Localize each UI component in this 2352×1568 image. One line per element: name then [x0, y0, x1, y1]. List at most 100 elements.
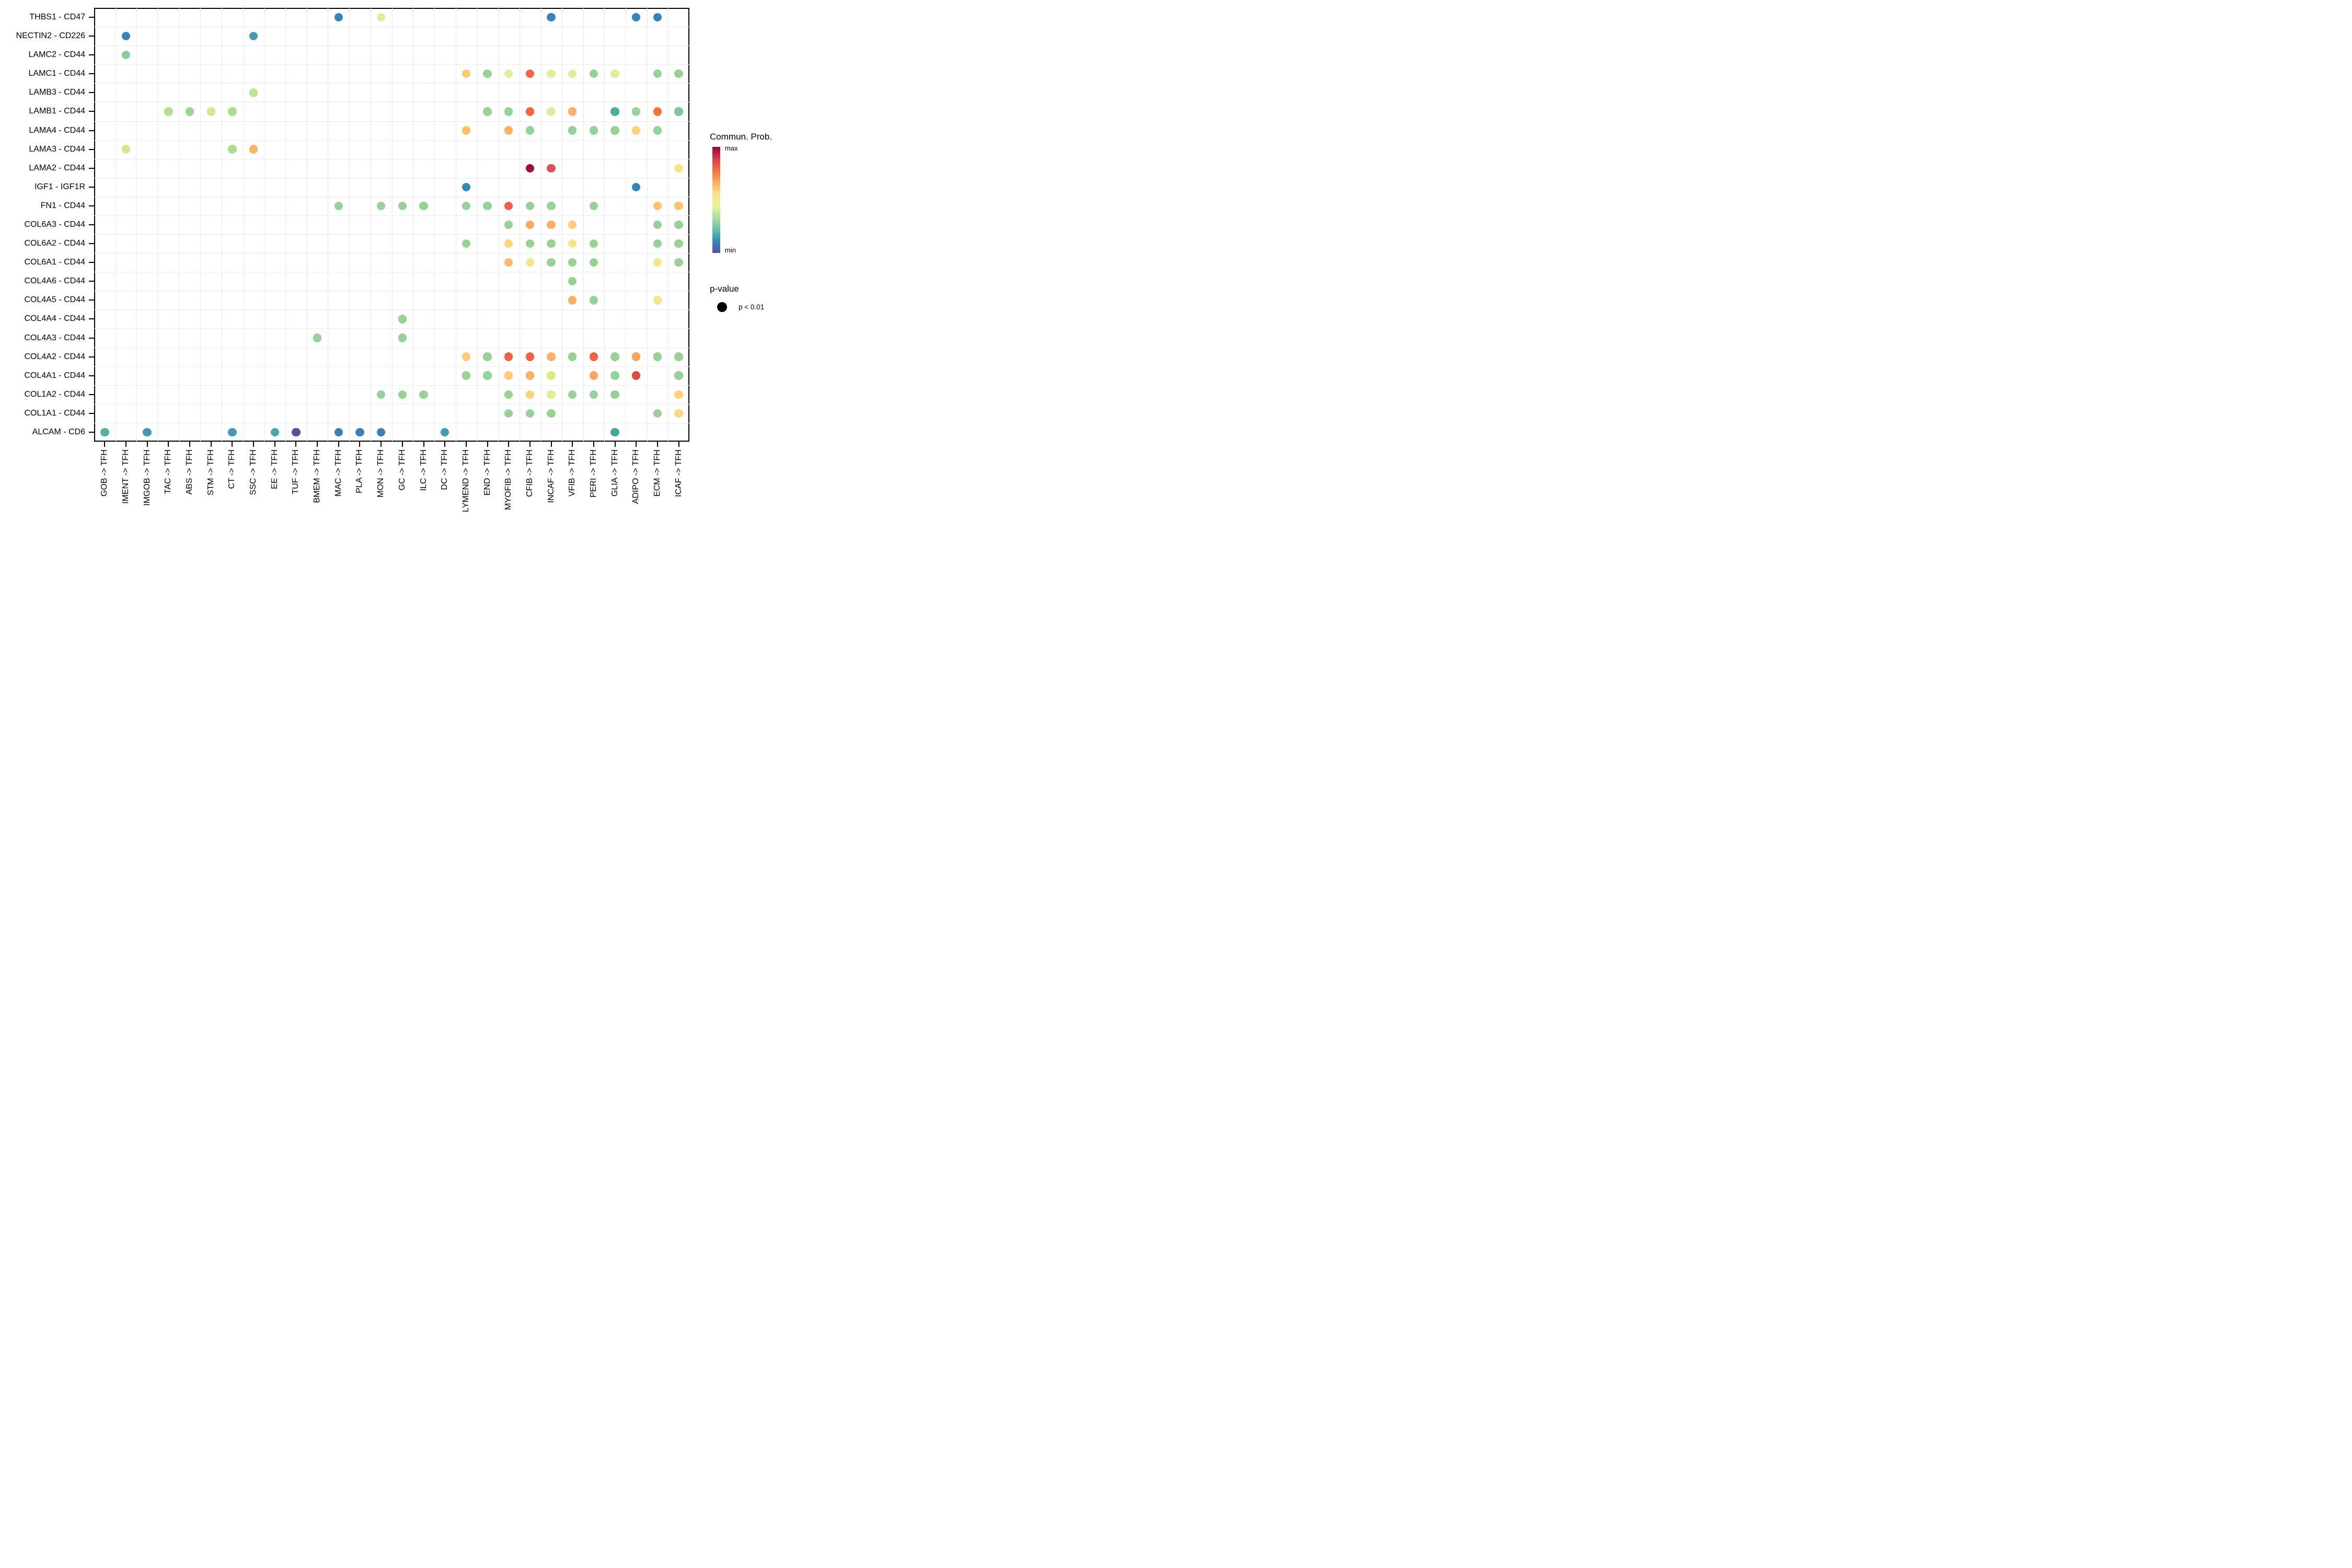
x-axis-label: VFIB -> TFH: [568, 449, 577, 497]
pvalue-dot-icon: [717, 302, 727, 312]
x-axis-label: INCAF -> TFH: [546, 449, 556, 503]
x-axis-label: IMENT -> TFH: [121, 449, 131, 504]
data-point: [228, 428, 237, 437]
data-point: [334, 201, 343, 211]
x-axis-label: SSC -> TFH: [249, 449, 258, 495]
x-axis-tick: [317, 442, 318, 447]
x-axis-label: GLIA -> TFH: [610, 449, 619, 497]
x-axis-tick: [295, 442, 297, 447]
data-point: [653, 107, 662, 116]
data-point: [504, 258, 513, 267]
data-point: [249, 31, 258, 41]
data-point: [653, 239, 662, 248]
gridline-vertical: [200, 8, 201, 442]
x-axis-label: TAC -> TFH: [164, 449, 173, 494]
data-point: [504, 409, 513, 418]
data-point: [674, 352, 683, 361]
data-point: [674, 70, 683, 78]
data-point: [462, 239, 471, 248]
x-axis-tick: [146, 442, 148, 447]
x-axis-tick: [593, 442, 594, 447]
data-point: [376, 201, 386, 211]
gridline-vertical: [540, 8, 541, 442]
data-point: [674, 239, 683, 248]
y-axis-tick: [89, 186, 94, 188]
x-axis-tick: [614, 442, 616, 447]
x-axis-tick: [550, 442, 552, 447]
gridline-horizontal: [94, 234, 689, 235]
data-point: [121, 31, 131, 41]
x-axis-label: MAC -> TFH: [333, 449, 343, 497]
data-point: [462, 371, 471, 380]
x-axis-tick: [423, 442, 424, 447]
data-point: [525, 371, 535, 380]
y-axis-label: COL4A3 - CD44: [24, 333, 86, 342]
y-axis-label: COL4A6 - CD44: [24, 276, 86, 286]
y-axis-tick: [89, 73, 94, 75]
y-axis-tick: [89, 17, 94, 18]
x-axis-label: DC -> TFH: [440, 449, 449, 490]
y-axis-label: IGF1 - IGF1R: [34, 182, 85, 191]
legend-title-pvalue: p-value: [710, 284, 739, 294]
data-point: [525, 107, 535, 116]
gridline-horizontal: [94, 385, 689, 386]
y-axis-tick: [89, 243, 94, 245]
gridline-vertical: [285, 8, 286, 442]
x-axis-label: ILC -> TFH: [419, 449, 428, 491]
y-axis-label: LAMA3 - CD44: [29, 144, 85, 154]
legend-title-commun-prob: Commun. Prob.: [710, 132, 773, 142]
data-point: [504, 239, 513, 248]
data-point: [185, 107, 194, 116]
y-axis-label: COL1A1 - CD44: [24, 408, 86, 418]
y-axis-label: COL6A1 - CD44: [24, 258, 86, 267]
data-point: [525, 201, 535, 211]
y-axis-tick: [89, 130, 94, 131]
data-point: [504, 70, 513, 78]
data-point: [525, 220, 535, 229]
data-point: [674, 371, 683, 380]
x-axis-tick: [232, 442, 233, 447]
x-axis-tick: [253, 442, 255, 447]
x-axis-tick: [210, 442, 212, 447]
colorbar-max-label: max: [725, 144, 738, 152]
data-point: [653, 352, 662, 361]
data-point: [568, 390, 577, 399]
data-point: [419, 201, 428, 211]
data-point: [589, 390, 598, 399]
y-axis-tick: [89, 224, 94, 225]
x-axis-label: TUF -> TFH: [291, 449, 301, 494]
data-point: [653, 296, 662, 305]
data-point: [653, 13, 662, 22]
x-axis-label: ECM -> TFH: [652, 449, 662, 497]
gridline-horizontal: [94, 403, 689, 405]
data-point: [525, 409, 535, 418]
gridline-horizontal: [94, 366, 689, 367]
y-axis-tick: [89, 299, 94, 301]
data-point: [547, 352, 556, 361]
data-point: [462, 352, 471, 361]
x-axis-label: BMEM -> TFH: [313, 449, 322, 503]
y-axis-tick: [89, 337, 94, 339]
data-point: [398, 333, 407, 342]
x-axis-label: STM -> TFH: [206, 449, 215, 496]
x-axis-tick: [636, 442, 637, 447]
data-point: [547, 201, 556, 211]
x-axis-tick: [401, 442, 403, 447]
y-axis-tick: [89, 92, 94, 94]
data-point: [504, 390, 513, 399]
y-axis-label: COL4A2 - CD44: [24, 352, 86, 361]
x-axis-tick: [338, 442, 339, 447]
data-point: [100, 428, 109, 437]
data-point: [547, 258, 556, 267]
data-point: [334, 428, 343, 437]
data-point: [525, 126, 535, 135]
y-axis-tick: [89, 167, 94, 169]
data-point: [419, 390, 428, 399]
data-point: [398, 201, 407, 211]
data-point: [610, 107, 619, 116]
y-axis-label: LAMB3 - CD44: [29, 88, 85, 97]
data-point: [483, 352, 492, 361]
x-axis-label: IMGOB -> TFH: [142, 449, 152, 506]
gridline-horizontal: [94, 215, 689, 216]
data-point: [228, 107, 237, 116]
